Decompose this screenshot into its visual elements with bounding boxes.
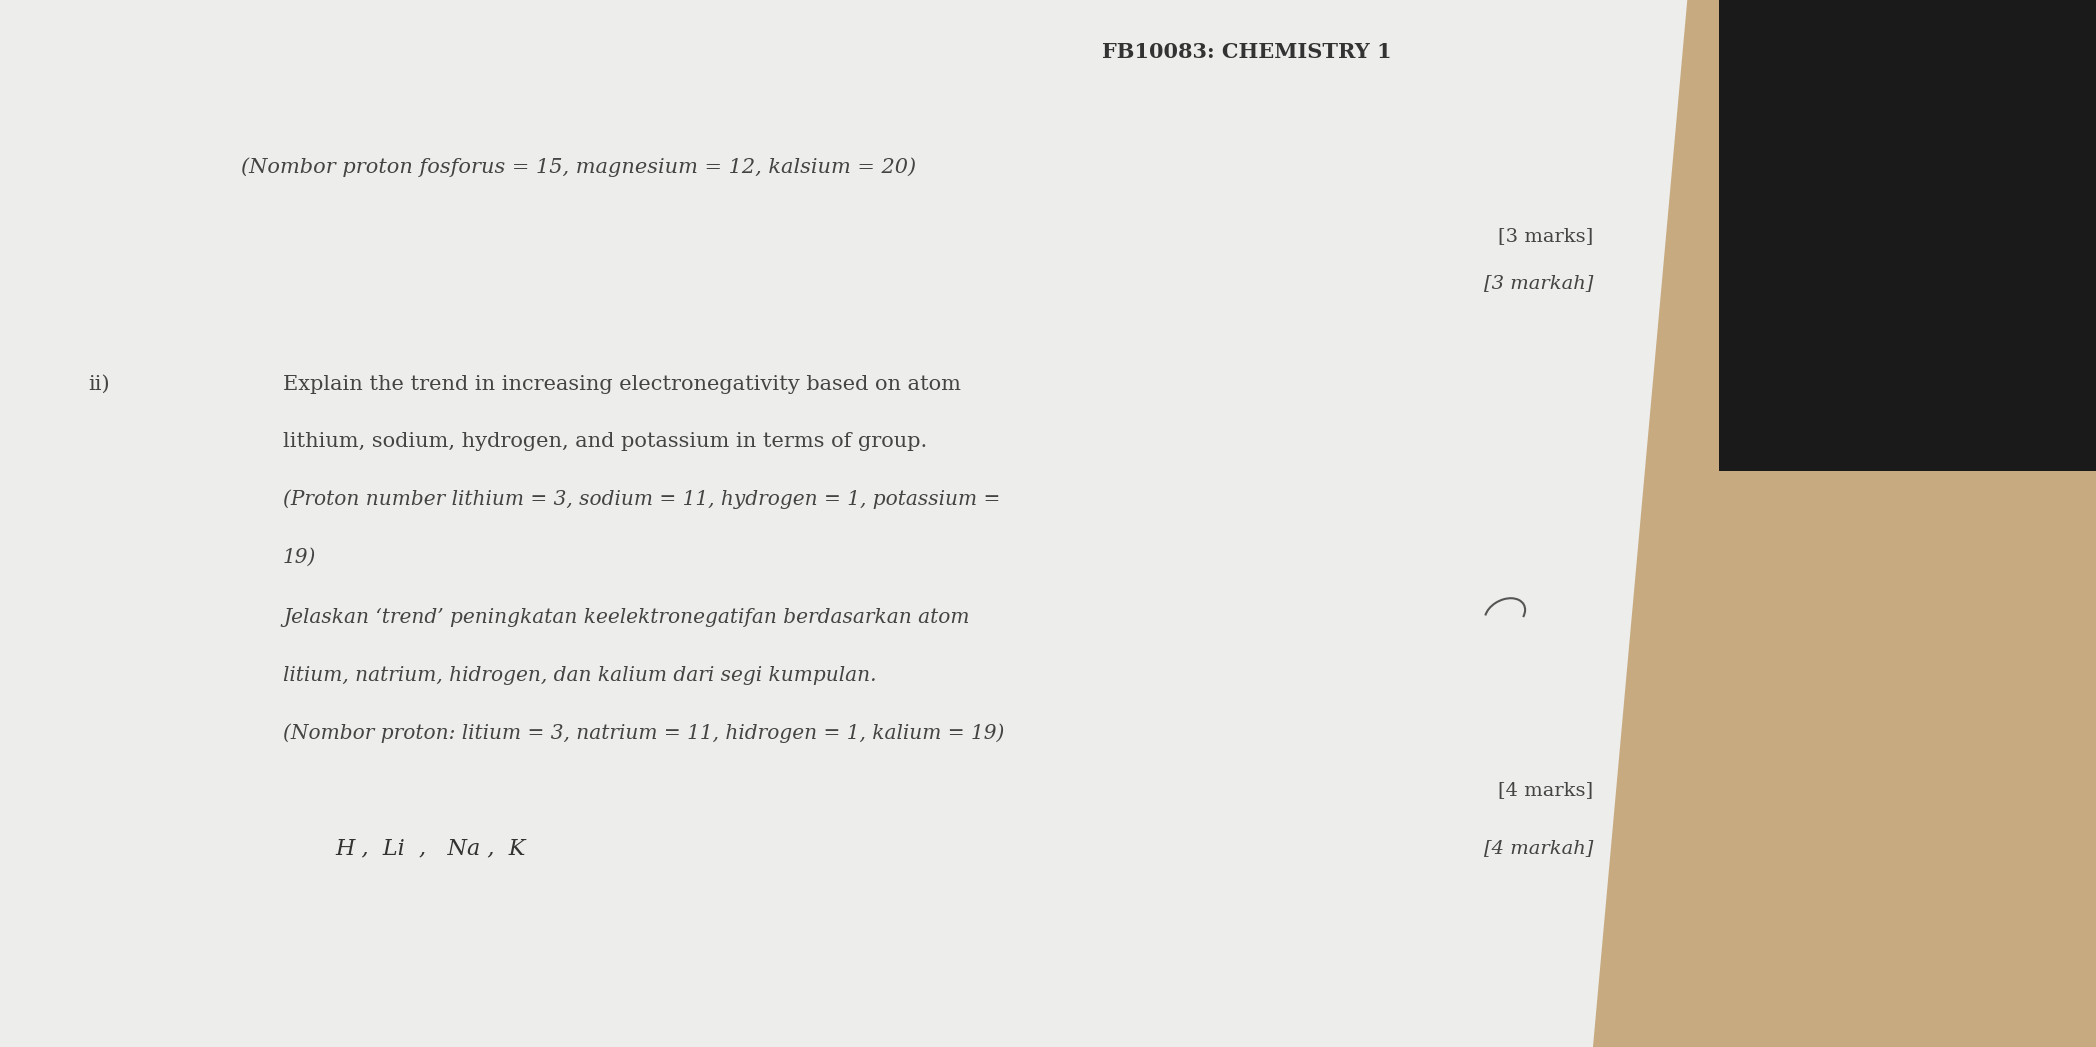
Text: [3 marks]: [3 marks] (1499, 226, 1593, 245)
Text: (Proton number lithium = 3, sodium = 11, hydrogen = 1, potassium =: (Proton number lithium = 3, sodium = 11,… (283, 490, 1000, 509)
Text: ii): ii) (88, 375, 109, 394)
Text: litium, natrium, hidrogen, dan kalium dari segi kumpulan.: litium, natrium, hidrogen, dan kalium da… (283, 666, 876, 685)
Text: Jelaskan ‘trend’ peningkatan keelektronegatifan berdasarkan atom: Jelaskan ‘trend’ peningkatan keelektrone… (283, 608, 970, 627)
Text: [4 markah]: [4 markah] (1484, 839, 1593, 857)
Text: FB10083: CHEMISTRY 1: FB10083: CHEMISTRY 1 (1102, 42, 1392, 62)
Text: Explain the trend in increasing electronegativity based on atom: Explain the trend in increasing electron… (283, 375, 960, 394)
Text: (Nombor proton fosforus = 15, magnesium = 12, kalsium = 20): (Nombor proton fosforus = 15, magnesium … (241, 158, 916, 177)
Text: 19): 19) (283, 548, 316, 566)
Bar (1719, 0, 2096, 471)
Text: [4 marks]: [4 marks] (1499, 781, 1593, 800)
Polygon shape (0, 0, 1687, 1047)
Text: (Nombor proton: litium = 3, natrium = 11, hidrogen = 1, kalium = 19): (Nombor proton: litium = 3, natrium = 11… (283, 723, 1004, 742)
Text: lithium, sodium, hydrogen, and potassium in terms of group.: lithium, sodium, hydrogen, and potassium… (283, 432, 926, 451)
Text: [3 markah]: [3 markah] (1484, 273, 1593, 292)
Text: H ,  Li  ,   Na ,  K: H , Li , Na , K (335, 837, 526, 860)
